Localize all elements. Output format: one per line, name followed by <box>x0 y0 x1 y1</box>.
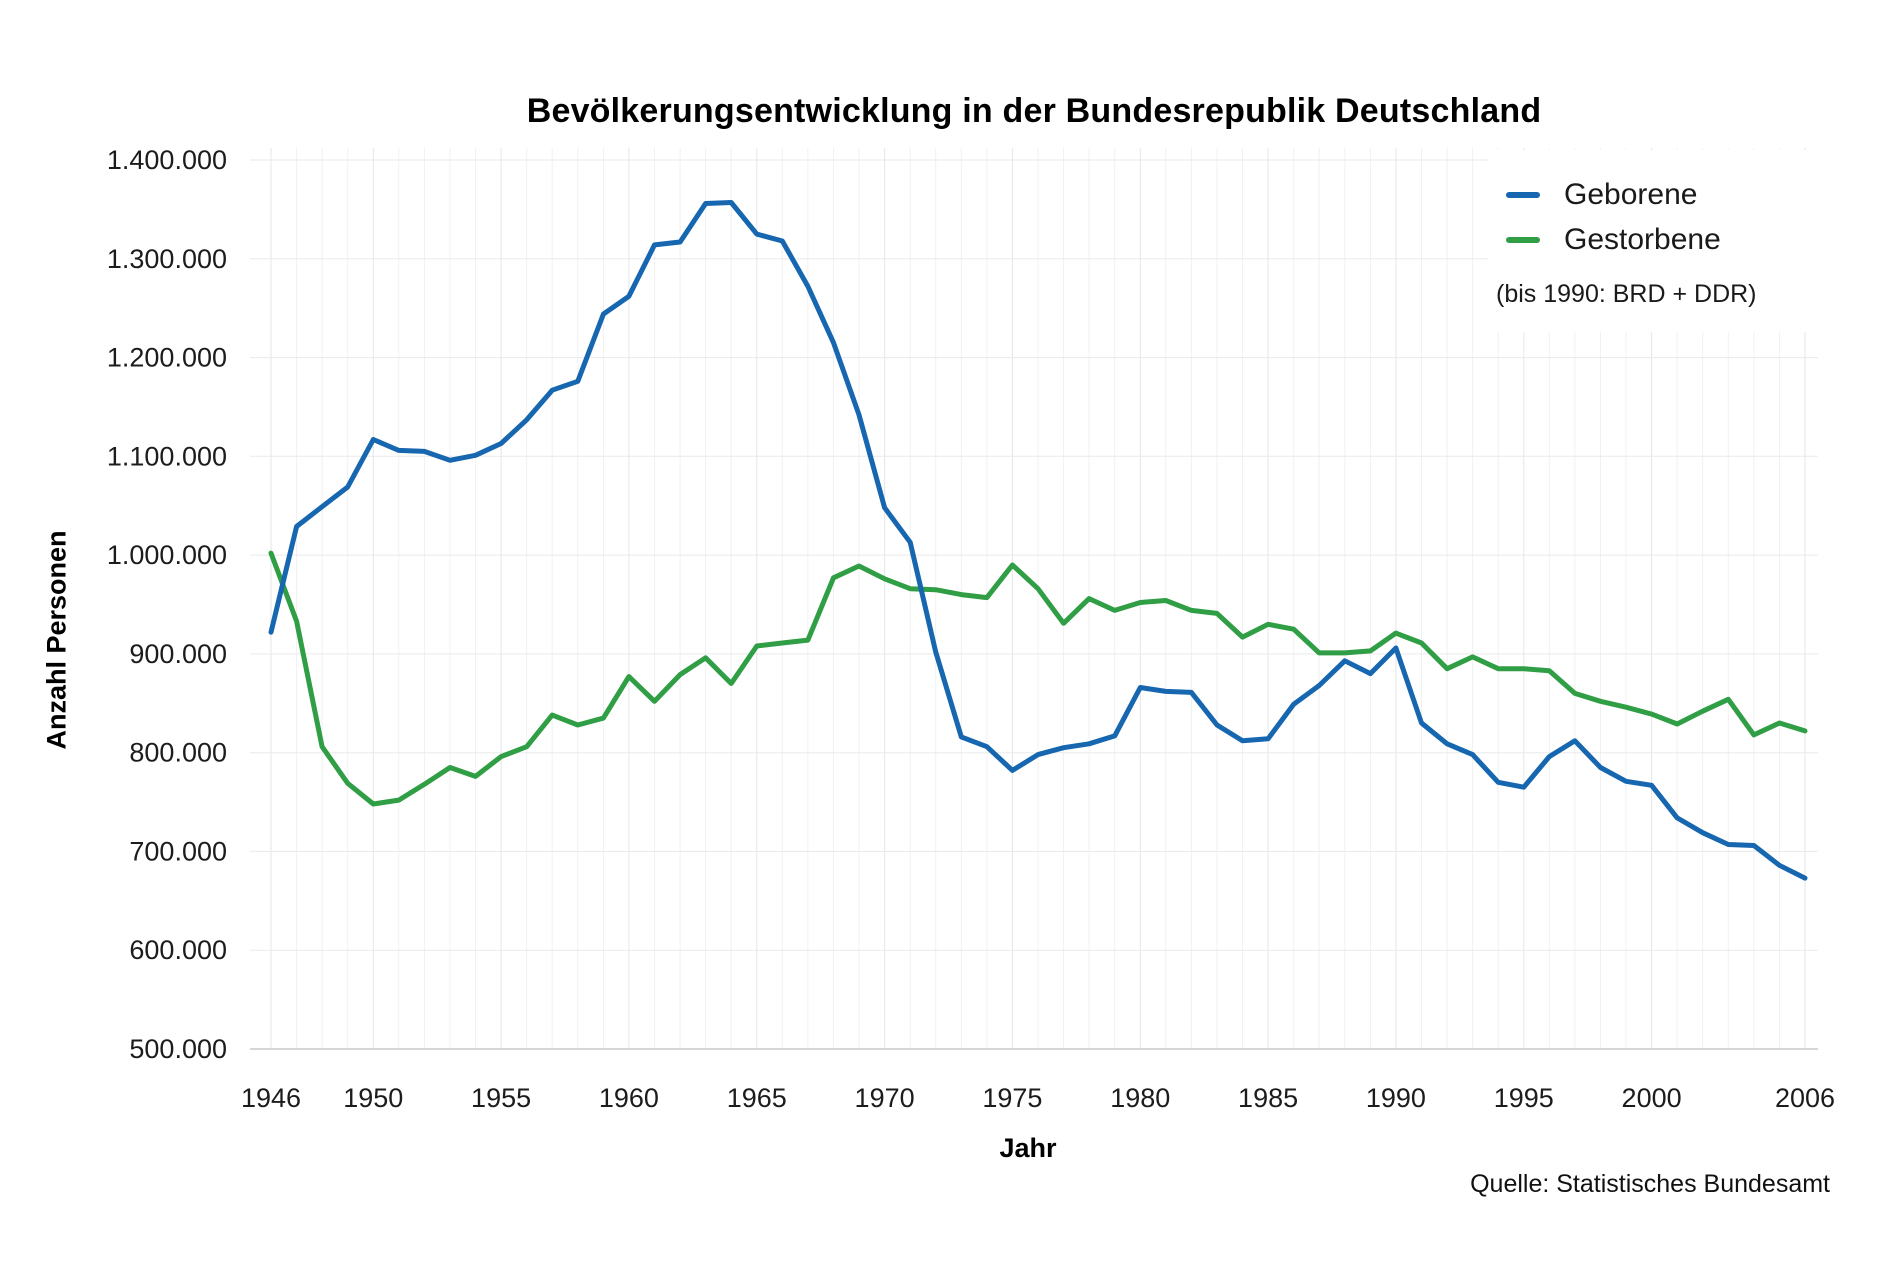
source-caption: Quelle: Statistisches Bundesamt <box>1470 1170 1830 1198</box>
y-tick-label: 1.200.000 <box>107 343 227 373</box>
x-tick-label: 1995 <box>1494 1083 1554 1113</box>
y-tick-label: 600.000 <box>129 935 227 965</box>
y-tick-label: 500.000 <box>129 1034 227 1064</box>
x-tick-label: 2000 <box>1622 1083 1682 1113</box>
y-tick-label: 1.400.000 <box>107 145 227 175</box>
legend-note: (bis 1990: BRD + DDR) <box>1496 280 1757 308</box>
x-axis-title: Jahr <box>999 1133 1057 1163</box>
y-tick-label: 800.000 <box>129 738 227 768</box>
x-tick-label: 1965 <box>727 1083 787 1113</box>
legend-item-geborene: Geborene <box>1506 178 1697 212</box>
x-tick-label: 1980 <box>1110 1083 1170 1113</box>
legend-label-geborene: Geborene <box>1564 178 1698 211</box>
legend-label-gestorbene: Gestorbene <box>1564 223 1721 256</box>
x-tick-label: 2006 <box>1775 1083 1835 1113</box>
x-tick-label: 1990 <box>1366 1083 1426 1113</box>
legend-item-gestorbene: Gestorbene <box>1506 223 1721 257</box>
y-tick-label: 1.100.000 <box>107 441 227 471</box>
legend-swatch-geborene-icon <box>1506 192 1540 198</box>
y-tick-label: 900.000 <box>129 639 227 669</box>
x-tick-label: 1975 <box>982 1083 1042 1113</box>
x-tick-label: 1960 <box>599 1083 659 1113</box>
x-tick-label: 1946 <box>241 1083 301 1113</box>
legend-swatch-gestorbene-icon <box>1506 237 1540 243</box>
chart-title: Bevölkerungsentwicklung in der Bundesrep… <box>526 92 1542 130</box>
x-tick-label: 1950 <box>343 1083 403 1113</box>
x-tick-label: 1985 <box>1238 1083 1298 1113</box>
line-gestorbene <box>268 550 1808 807</box>
y-tick-label: 700.000 <box>129 836 227 866</box>
line-geborene <box>268 200 1808 881</box>
legend: Geborene Gestorbene (bis 1990: BRD + DDR… <box>1488 150 1848 332</box>
y-tick-label: 1.300.000 <box>107 244 227 274</box>
y-tick-label: 1.000.000 <box>107 540 227 570</box>
x-tick-label: 1970 <box>855 1083 915 1113</box>
x-tick-label: 1955 <box>471 1083 531 1113</box>
